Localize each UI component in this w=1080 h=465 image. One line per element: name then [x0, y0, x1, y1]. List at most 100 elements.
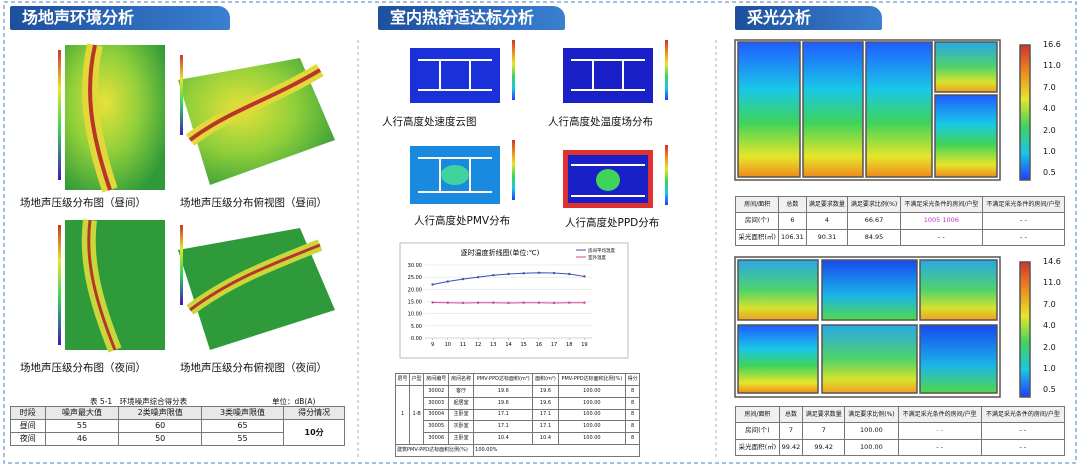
- cell: 17.1: [473, 408, 534, 422]
- cell: 7: [802, 422, 846, 440]
- row: 30006 主卧室 10.4 10.4 100.00 8: [396, 432, 640, 446]
- sound-map: [58, 43, 165, 193]
- header-cell: 3类噪声限值: [200, 406, 285, 420]
- cell: - -: [897, 422, 982, 440]
- cell: 55: [200, 432, 285, 446]
- cell: 8: [625, 384, 640, 398]
- x-tick-label: 12: [475, 342, 481, 348]
- scale-label: 0.5: [1043, 168, 1056, 178]
- cell: 7: [778, 422, 804, 440]
- x-tick-label: 15: [520, 342, 526, 348]
- point: [537, 271, 541, 274]
- sound-map-3d: [178, 225, 335, 350]
- cell: 10.4: [473, 432, 534, 446]
- cell: 30004: [423, 408, 450, 422]
- cell: 8: [625, 420, 640, 434]
- legend-label: 室外温度: [588, 254, 606, 261]
- cell: 17.1: [532, 408, 559, 422]
- row: 昼间 55 60 65 10分: [10, 419, 345, 446]
- cell: 100.00: [557, 408, 627, 422]
- point: [476, 301, 480, 304]
- scale-label: 4.0: [1043, 104, 1056, 114]
- point: [461, 277, 465, 281]
- point: [568, 301, 571, 304]
- cell: 起居室: [448, 396, 475, 410]
- caption: 场地声压级分布俯视图（夜间）: [180, 362, 327, 374]
- point: [446, 301, 449, 304]
- cell: 主卧室: [448, 408, 475, 422]
- row: 30003 起居室 19.6 19.6 100.00 8: [396, 396, 640, 410]
- header-cell: PMV-PPD达标面积(m²): [473, 373, 534, 386]
- caption: 场地声压级分布俯视图（昼间）: [180, 197, 327, 209]
- cell: 46: [44, 432, 120, 446]
- header-cell: 房间编号: [423, 373, 450, 386]
- scale-label: 16.6: [1043, 40, 1061, 49]
- caption: 人行高度处温度场分布: [548, 116, 653, 128]
- point: [431, 283, 434, 286]
- cell: 100.00%: [473, 444, 640, 457]
- cell: 84.95: [847, 228, 901, 247]
- cell: 50: [118, 432, 202, 446]
- cell: 19.6: [473, 396, 534, 410]
- section-header: 采光分析: [735, 6, 882, 30]
- point: [583, 301, 586, 304]
- cell: 客厅: [448, 384, 475, 398]
- scale-label: 7.0: [1043, 82, 1056, 92]
- scale-label: 14.6: [1043, 257, 1061, 266]
- section-header: 场地声环境分析: [10, 6, 230, 30]
- y-tick-label: 20.00: [408, 287, 422, 293]
- daylight-table: 房间/面积 总数 满足要求数量 满足要求比例(%) 不满足采光条件的房间/户型 不满足采光…: [735, 405, 1066, 457]
- row: 建筑PMV-PPD达标面积比例(%) 100.00%: [394, 444, 640, 457]
- header-cell: 总数: [778, 195, 807, 214]
- header-cell: 总数: [778, 405, 804, 424]
- y-tick-label: 15.00: [408, 300, 422, 306]
- point: [552, 301, 556, 305]
- cell: 55: [44, 419, 120, 433]
- cell: 17.1: [473, 420, 534, 434]
- cell: 1-B: [409, 384, 425, 446]
- header-cell: 2类噪声限值: [118, 406, 202, 420]
- cell: 100.00: [844, 422, 899, 440]
- row: 采光面积(㎡) 99.42 99.42 100.00- -- -: [735, 438, 1066, 457]
- scale-label: 1.0: [1043, 146, 1056, 156]
- header-cell: 时段: [10, 406, 46, 420]
- cell: 主卧室: [448, 432, 475, 446]
- point: [492, 274, 495, 277]
- cell: 房间(个): [735, 422, 780, 440]
- cfd-map: [410, 140, 515, 204]
- legend-label: 房间平均温度: [588, 247, 615, 254]
- row: 层号 户型 房间编号 房间名称 PMV-PPD达标面积(m²) 面积(m²) PMV-PPD…: [394, 373, 640, 386]
- cell: 60: [118, 419, 202, 433]
- x-tick-label: 17: [551, 342, 557, 348]
- header-cell: 不满足采光条件的房间/户型: [897, 405, 982, 424]
- sound-map: [58, 219, 165, 353]
- x-tick-label: 14: [505, 342, 511, 348]
- row: 时段 噪声最大值 2类噪声限值 3类噪声限值 得分情况: [10, 406, 345, 420]
- scale-label: 4.0: [1043, 321, 1056, 331]
- cell: - -: [981, 212, 1066, 230]
- row: 30004 主卧室 17.1 17.1 100.00 8: [396, 408, 640, 422]
- cell: 100.00: [557, 396, 627, 410]
- row: 1 1-B 30002 客厅 19.6 19.6 100.00 8: [394, 384, 640, 446]
- point: [461, 301, 465, 305]
- scale-label: 11.0: [1043, 278, 1061, 288]
- cell: 99.42: [778, 438, 804, 457]
- cell: 建筑PMV-PPD达标面积比例(%): [394, 444, 475, 457]
- point: [537, 301, 541, 304]
- cell: 100.00: [557, 420, 627, 434]
- y-tick-label: 0.00: [411, 336, 422, 342]
- row: 房间/面积 总数 满足要求数量 满足要求比例(%) 不满足采光条件的房间/户型 不满足采光…: [735, 405, 1066, 424]
- point: [507, 301, 510, 305]
- cell: 17.1: [532, 420, 559, 434]
- cell: 10.4: [532, 432, 559, 446]
- cfd-map: [563, 40, 668, 103]
- cell: 1005 1006: [899, 212, 983, 230]
- point: [522, 301, 525, 304]
- header-cell: 不满足采光条件的房间/户型: [899, 195, 983, 214]
- row: 采光面积(㎡) 106.31 90.31 84.95- -- -: [734, 228, 1066, 247]
- scale-label: 2.0: [1043, 125, 1056, 135]
- x-tick-label: 13: [490, 342, 496, 348]
- cell: 30006: [423, 432, 450, 446]
